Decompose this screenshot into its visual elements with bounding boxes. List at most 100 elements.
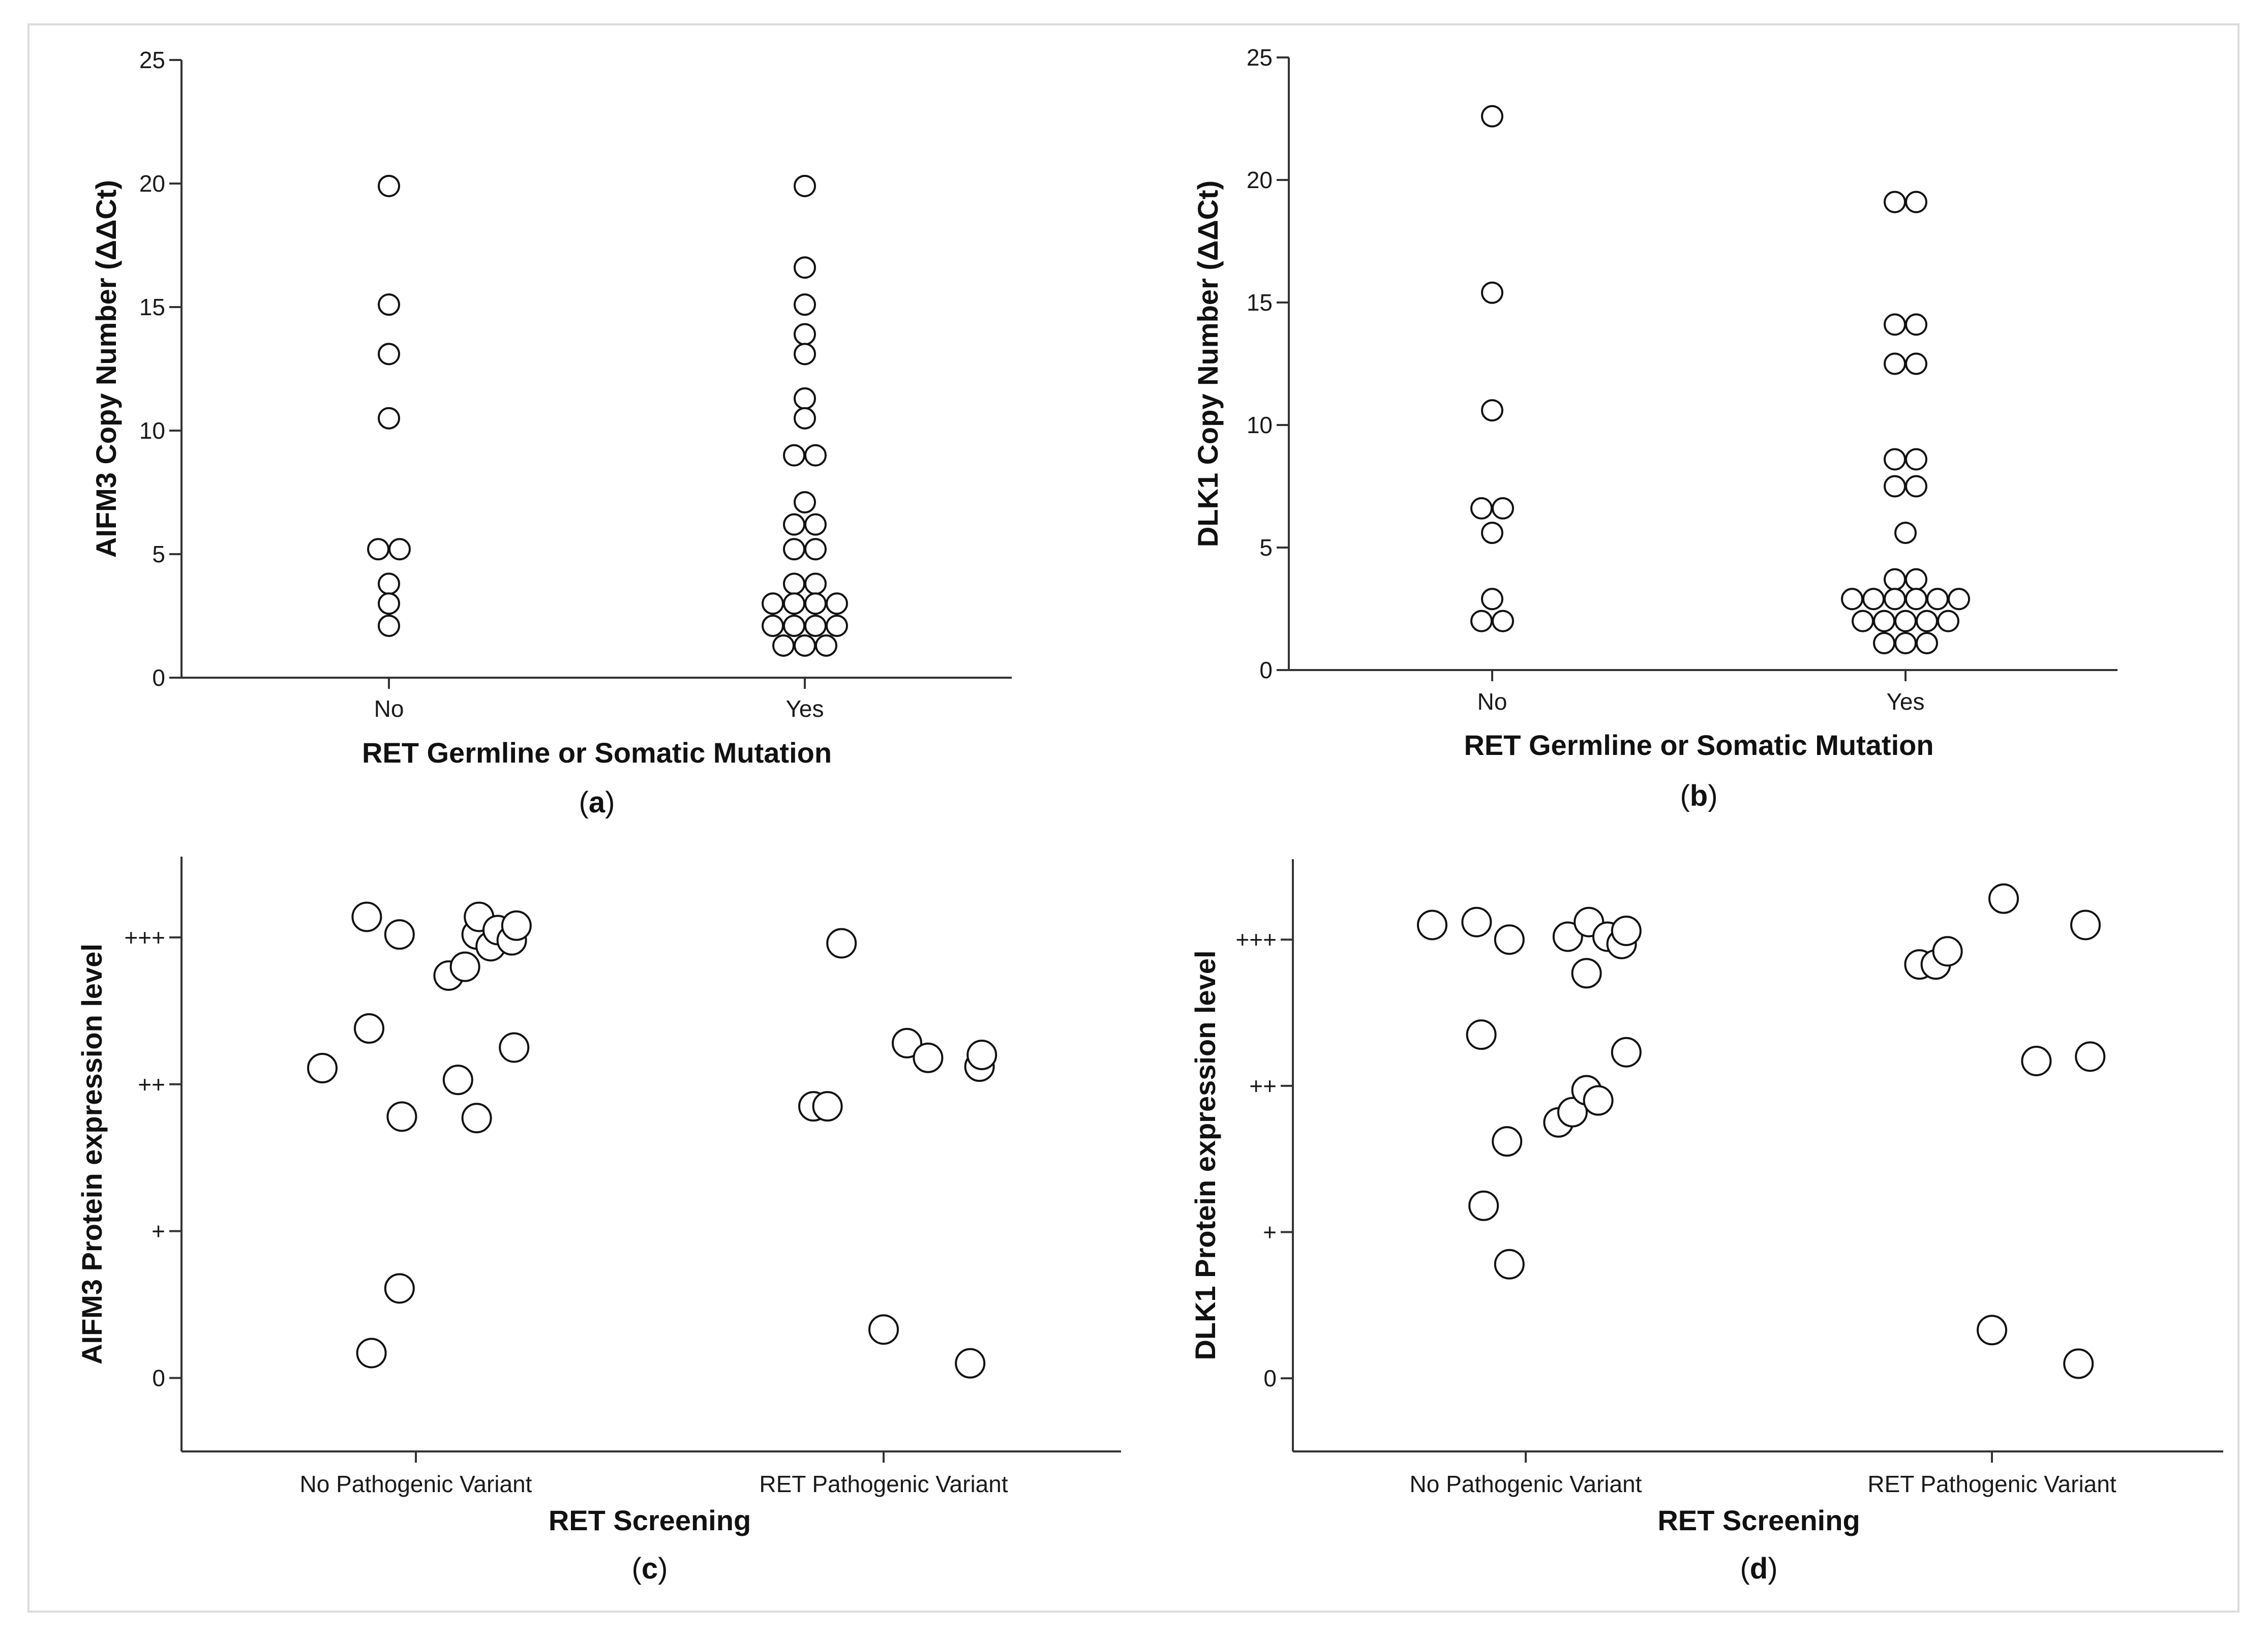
data-point — [1873, 610, 1895, 632]
data-point — [1470, 497, 1493, 520]
y-tick-label: 25 — [1247, 44, 1273, 71]
data-point — [2070, 910, 2101, 941]
y-tick-label: 5 — [152, 541, 165, 567]
y-tick-label: 0 — [1259, 657, 1273, 683]
data-point — [804, 592, 827, 615]
panel-label: (b) — [1680, 779, 1717, 812]
y-axis-title: AIFM3 Copy Number (ΔΔCt) — [90, 180, 122, 558]
data-point — [1884, 191, 1906, 214]
data-point — [1884, 448, 1906, 471]
data-point — [378, 572, 400, 595]
x-tick-label: No Pathogenic Variant — [300, 1471, 532, 1497]
data-point — [1905, 475, 1927, 498]
data-point — [1481, 281, 1503, 304]
data-point — [1884, 313, 1906, 336]
y-tick-label: 0 — [1263, 1365, 1277, 1391]
x-tick-label: RET Pathogenic Variant — [1867, 1471, 2116, 1497]
data-point — [1862, 588, 1885, 611]
y-axis-title: DLK1 Protein expression level — [1189, 950, 1221, 1360]
data-point — [378, 592, 400, 615]
x-tick-label: No — [1477, 688, 1507, 715]
data-point — [783, 592, 805, 615]
data-point — [783, 513, 805, 536]
data-point — [1894, 522, 1917, 544]
data-point — [1894, 631, 1917, 654]
x-tick-label: No — [374, 695, 404, 722]
data-point — [378, 614, 400, 637]
data-point — [1466, 1019, 1497, 1050]
data-point — [1571, 958, 1602, 989]
data-point — [1905, 568, 1927, 591]
data-point — [1905, 191, 1927, 214]
data-point — [384, 919, 415, 950]
data-point — [794, 491, 816, 513]
data-point — [1977, 1315, 2007, 1346]
data-point — [378, 343, 400, 366]
y-tick-label: 0 — [152, 664, 165, 691]
data-point — [804, 538, 827, 561]
data-point — [367, 538, 389, 561]
data-point — [1916, 631, 1938, 654]
data-point — [1494, 1249, 1525, 1280]
data-point — [1481, 105, 1503, 128]
data-point — [2075, 1041, 2106, 1072]
data-point — [384, 1273, 415, 1304]
x-tick-label: No Pathogenic Variant — [1410, 1471, 1642, 1497]
data-point — [794, 323, 816, 346]
data-point — [804, 513, 827, 536]
data-point — [1905, 313, 1927, 336]
y-tick-label: 15 — [1247, 289, 1273, 316]
data-point — [1894, 610, 1917, 632]
x-axis-title: RET Germline or Somatic Mutation — [362, 737, 832, 769]
data-point — [804, 572, 827, 595]
data-point — [794, 387, 816, 410]
data-point — [1948, 588, 1970, 611]
data-point — [1841, 588, 1863, 611]
data-point — [1926, 588, 1949, 611]
data-point — [1492, 1126, 1523, 1157]
data-point — [913, 1042, 944, 1073]
y-tick-label: + — [1263, 1219, 1277, 1246]
x-axis-title: RET Germline or Somatic Mutation — [1464, 729, 1933, 761]
chart-panel-b: 0 5 10 15 20 25 No Yes RET Germline or Somatic M… — [1192, 44, 2118, 812]
data-point — [351, 901, 382, 932]
data-point — [826, 614, 848, 637]
data-point — [826, 928, 857, 959]
data-point — [1937, 610, 1959, 632]
data-point — [386, 1101, 417, 1132]
data-point — [815, 634, 837, 657]
data-point — [1552, 921, 1583, 952]
y-tick-label: 15 — [139, 294, 165, 320]
y-tick-label: 0 — [152, 1365, 165, 1391]
y-axis-title: AIFM3 Protein expression level — [76, 944, 108, 1365]
data-point — [1884, 568, 1906, 591]
data-point — [804, 444, 827, 467]
data-point — [1905, 352, 1927, 375]
y-tick-label: +++ — [124, 924, 165, 951]
chart-panel-d: 0++++++No Pathogenic Variant RET Pathogen… — [1189, 859, 2223, 1585]
figure-frame — [27, 23, 2240, 1613]
data-point — [1481, 399, 1503, 422]
y-tick-label: 20 — [139, 170, 165, 197]
y-tick-label: ++ — [1249, 1073, 1277, 1099]
data-point — [1461, 906, 1492, 937]
y-tick-label: +++ — [1235, 926, 1277, 953]
data-point — [772, 634, 795, 657]
data-point — [501, 910, 532, 941]
x-tick-label: Yes — [1886, 688, 1924, 715]
data-point — [955, 1348, 986, 1379]
data-point — [461, 1103, 492, 1134]
data-point — [826, 592, 848, 615]
data-point — [1468, 1190, 1499, 1221]
data-point — [356, 1338, 387, 1369]
chart-panel-a: 0 5 10 15 20 25 No Yes RET Germline or Somatic M… — [90, 47, 1012, 819]
x-axis-title: RET Screening — [549, 1504, 751, 1536]
data-point — [868, 1314, 899, 1345]
y-tick-label: 10 — [1247, 412, 1273, 438]
data-point — [892, 1027, 922, 1058]
data-point — [1557, 1097, 1588, 1128]
data-point — [1492, 610, 1514, 632]
panel-label: (c) — [632, 1552, 668, 1585]
data-point — [1481, 588, 1503, 611]
data-point — [794, 634, 816, 657]
